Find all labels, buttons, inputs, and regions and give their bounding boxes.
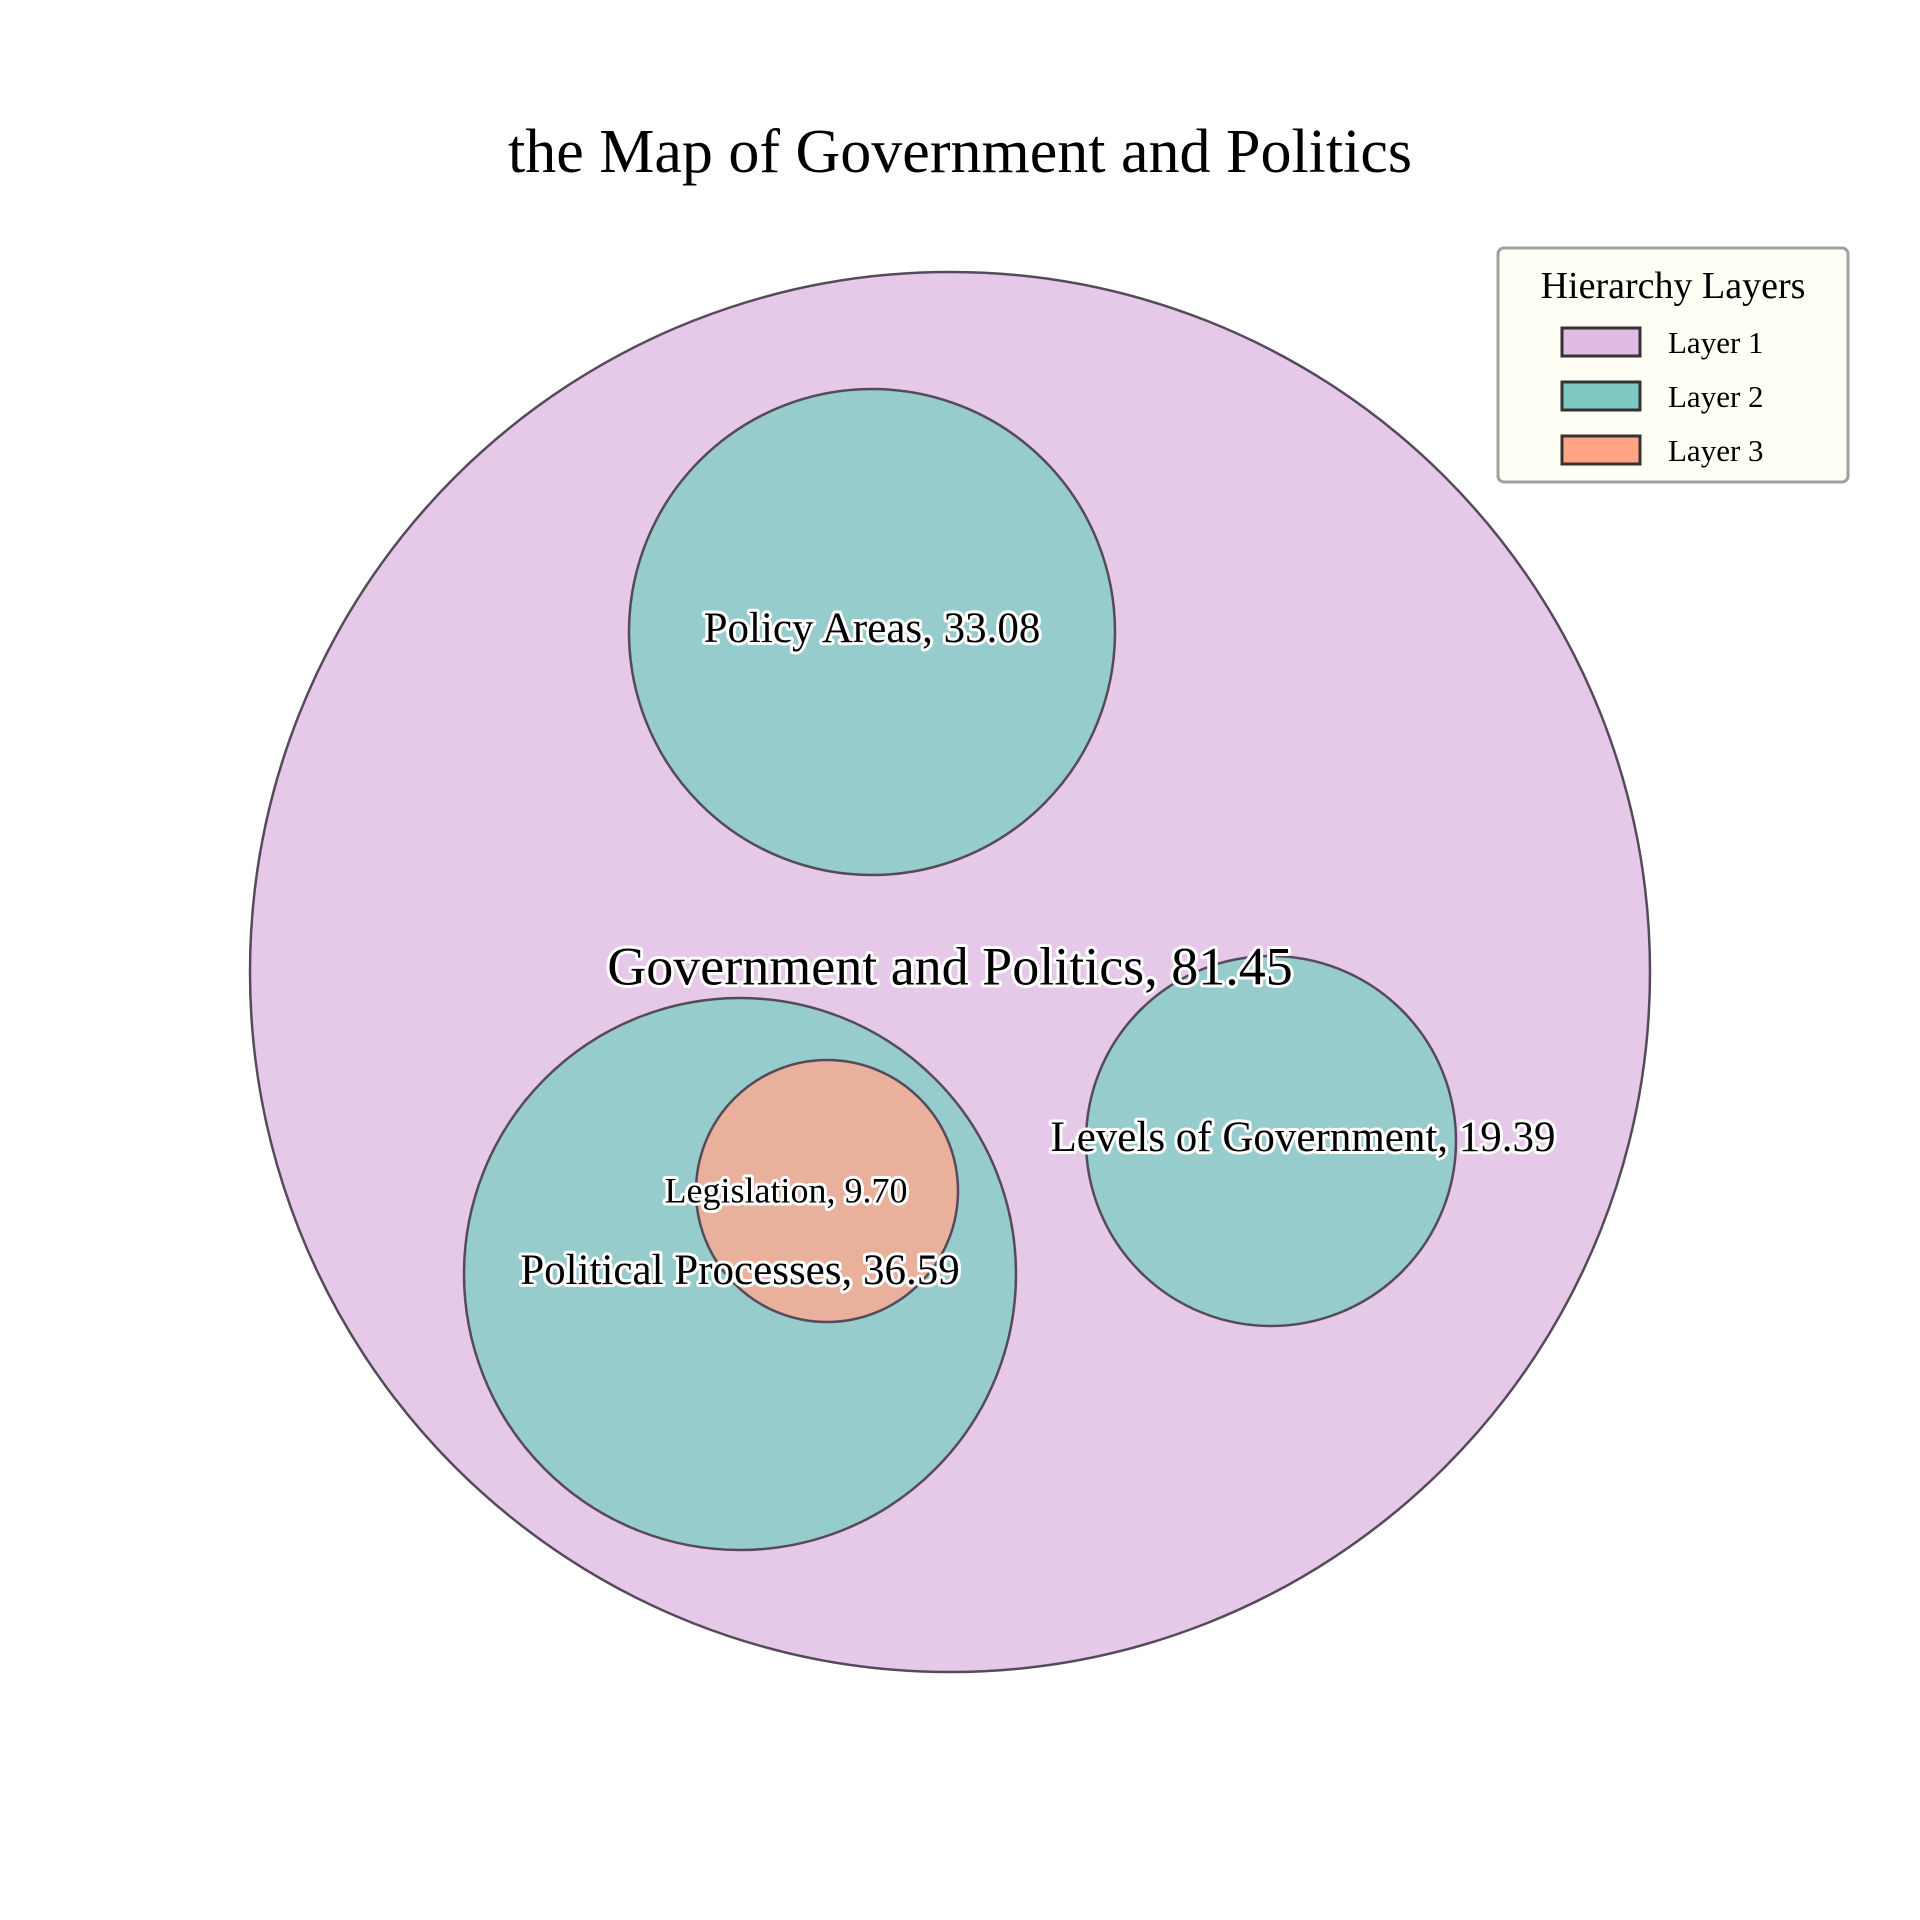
circle-policy bbox=[627, 387, 1117, 877]
label-policy: Policy Areas, 33.08 bbox=[704, 605, 1041, 652]
circle-levels bbox=[1084, 954, 1458, 1328]
legend-label-layer-2: Layer 2 bbox=[1668, 379, 1764, 414]
label-root: Government and Politics, 81.45 bbox=[607, 936, 1292, 996]
labels-group: Government and Politics, 81.45 Policy Are… bbox=[517, 602, 1558, 1297]
legend-label-layer-1: Layer 1 bbox=[1668, 325, 1764, 360]
label-processes: Political Processes, 36.59 bbox=[520, 1247, 960, 1294]
label-legislation: Legislation, 9.70 bbox=[665, 1170, 908, 1210]
legend-label-layer-3: Layer 3 bbox=[1668, 433, 1764, 468]
legend-items: Layer 1 Layer 2 Layer 3 bbox=[1560, 325, 1764, 468]
legend-swatch-layer-1 bbox=[1560, 326, 1642, 358]
legend: Hierarchy Layers Layer 1 Layer 2 Layer 3 bbox=[1496, 246, 1850, 484]
circles-group bbox=[248, 270, 1652, 1674]
label-levels: Levels of Government, 19.39 bbox=[1050, 1114, 1555, 1161]
legend-title: Hierarchy Layers bbox=[1541, 265, 1806, 307]
circle-legislation bbox=[694, 1058, 960, 1324]
legend-box bbox=[1496, 246, 1850, 484]
legend-swatch-layer-2 bbox=[1560, 380, 1642, 412]
chart-title: the Map of Government and Politics bbox=[508, 118, 1412, 186]
legend-swatch-layer-3 bbox=[1560, 434, 1642, 466]
